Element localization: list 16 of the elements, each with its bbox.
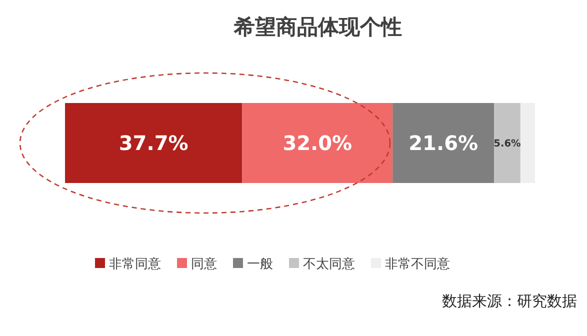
bar [494, 103, 520, 183]
legend-label: 非常不同意 [385, 257, 450, 272]
bar [392, 103, 494, 183]
data-label: 5.6% [494, 138, 522, 150]
legend-label: 不太同意 [303, 257, 355, 272]
data-label: 21.6% [408, 131, 478, 155]
legend-label: 同意 [191, 257, 217, 272]
source-note: 数据来源：研究数据 [442, 292, 577, 310]
legend-label: 一般 [247, 257, 273, 272]
data-label: 32.0% [282, 131, 352, 155]
bar [242, 103, 393, 183]
data-label: 37.7% [118, 131, 188, 155]
legend-label: 非常同意 [109, 257, 161, 272]
bar [520, 103, 535, 183]
chart-title: 希望商品体现个性 [233, 15, 402, 39]
bar [65, 103, 242, 183]
